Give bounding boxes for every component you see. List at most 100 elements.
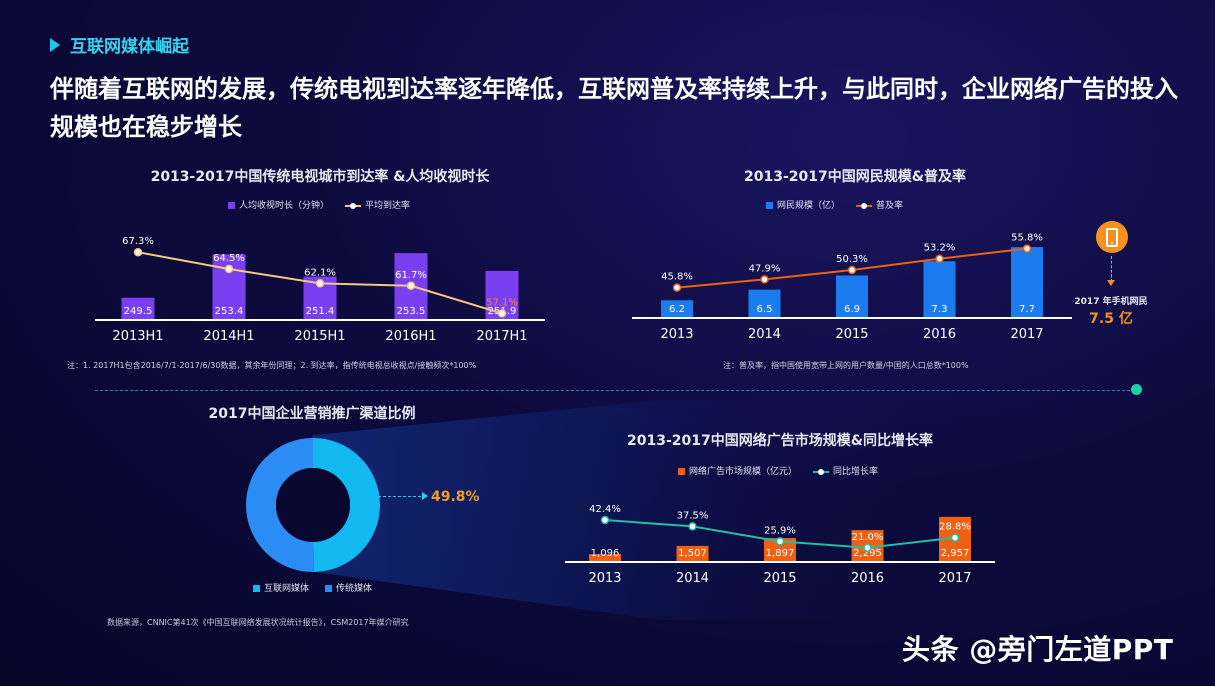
bar-value-label: 253.5 [397,306,426,317]
bar-value-label: 249.5 [124,306,153,317]
chart-tv-title: 2013-2017中国传统电视城市到达率 &人均收视时长 [150,169,490,185]
legend-item: 同比增长率 [813,464,878,477]
bar [748,289,781,318]
bar-value-label: 6.5 [757,304,773,315]
x-tick-label: 2014 [676,571,709,586]
x-tick-label: 2016H1 [385,329,436,344]
line-value-label: 37.5% [677,510,709,521]
x-tick-label: 2015H1 [294,329,345,344]
chart-channel [246,438,380,572]
line-point [672,283,682,292]
donut-slice [246,438,315,572]
bar-value-label: 7.7 [1019,304,1035,315]
mobile-netizen-label: 2017 年手机网民 [1074,297,1148,307]
line-value-label: 25.9% [764,525,796,536]
line-point [950,533,960,542]
legend-item: 普及率 [856,198,903,211]
x-tick-label: 2016 [851,571,884,586]
line-value-label: 42.4% [589,504,621,515]
line-point [315,279,325,288]
chart-netizen: 6.2 6.5 6.9 7.3 7.7 45.8% 47.9% 50.3% 53.2% 55.8%… [632,233,1072,342]
line-value-label: 57.1% [486,297,518,308]
x-tick-label: 2016 [923,327,956,342]
line-point [406,281,416,291]
chart-channel-title: 2017中国企业营销推广渠道比例 [208,406,416,422]
x-tick-label: 2017 [938,571,971,586]
chart-adspend-title: 2013-2017中国网络广告市场规模&同比增长率 [627,433,933,449]
x-tick-label: 2015 [763,571,796,586]
line-point [775,537,785,546]
chart-tv-legend: 人均收视时长（分钟） 平均到达率 [228,198,410,211]
chart-adspend-legend: 网络广告市场规模（亿元） 同比增长率 [678,464,878,477]
line-point [600,515,610,525]
line-value-label: 61.7% [395,270,427,281]
donut-hole [276,468,350,542]
chart-tv-note: 注：1. 2017H1包含2016/7/1-2017/6/30数据，其余年份同理… [67,361,477,370]
line-point [935,254,944,263]
bar [764,538,796,562]
x-tick-label: 2013H1 [112,329,163,344]
line-value-label: 55.8% [1011,233,1043,244]
x-tick-label: 2014H1 [203,329,254,344]
bar-value-label: 2,957 [941,548,970,559]
legend-item: 网民规模（亿） [766,198,840,211]
chart-netizen-title: 2013-2017中国网民规模&普及率 [744,169,966,185]
line-value-label: 21.0% [852,532,884,543]
spotlight-decoration [312,400,912,620]
chart-netizen-legend: 网民规模（亿） 普及率 [766,198,903,211]
x-tick-label: 2014 [748,327,781,342]
section-title: 互联网媒体崛起 [70,37,189,57]
callout-line [378,496,426,497]
chart-netizen-note: 注：普及率，指中国使用宽带上网的用户数量/中国的人口总数*100% [723,361,969,370]
section-header: 互联网媒体崛起 [50,32,189,57]
legend-item: 平均到达率 [345,198,410,211]
chart-tv: 249.5253.4251.4253.5251.967.3%64.5%62.1%… [95,236,545,344]
line-value-label: 62.1% [304,267,336,278]
bar-value-label: 6.9 [844,304,860,315]
line-point [1022,244,1032,253]
x-tick-label: 2013 [588,571,621,586]
section-divider [95,390,1135,391]
chart-channel-legend: 互联网媒体 传统媒体 [253,581,372,594]
data-source: 数据来源，CNNIC第41次《中国互联网络发展状况统计报告》，CSM2017年媒… [107,618,409,627]
bar-value-label: 6.2 [669,304,685,315]
line-point [133,247,143,257]
triangle-icon [50,37,60,52]
legend-item: 传统媒体 [325,581,372,594]
line-point [760,275,769,284]
legend-item: 互联网媒体 [253,581,309,594]
bar-value-label: 1,897 [766,548,795,559]
mobile-netizen-value: 7.5 亿 [1089,311,1133,327]
x-tick-label: 2015 [835,327,868,342]
x-tick-label: 2017 [1010,327,1043,342]
x-tick-label: 2013 [660,327,693,342]
line-point [847,265,857,275]
bar-value-label: 1,096 [591,548,620,559]
divider-dot-icon [1131,384,1142,395]
line-value-label: 28.8% [939,522,971,533]
bar-value-label: 7.3 [932,304,948,315]
headline: 伴随着互联网的发展，传统电视到达率逐年降低，互联网普及率持续上升，与此同时，企业… [50,75,1178,141]
bar-value-label: 253.4 [215,306,244,317]
arrow-down-icon [1107,280,1115,286]
bar [836,275,868,318]
donut-slice [312,438,380,572]
line-value-label: 45.8% [661,272,693,283]
arrow-down-line [1111,256,1112,282]
donut-callout: 49.8% [431,489,480,505]
bar [589,554,621,562]
line-point [497,309,507,318]
line-point [863,543,872,552]
bar-value-label: 251.4 [306,306,335,317]
bar-value-label: 1,507 [678,548,707,559]
x-tick-label: 2017H1 [476,329,527,344]
watermark: 头条 @旁门左道PPT [902,633,1174,666]
arrow-right-icon [422,492,428,500]
bar [923,261,956,318]
line-value-label: 67.3% [122,236,154,247]
bar [1011,247,1043,318]
bar [121,297,155,320]
line-value-label: 50.3% [836,254,868,265]
line-point [688,522,697,531]
line-value-label: 47.9% [749,263,781,274]
